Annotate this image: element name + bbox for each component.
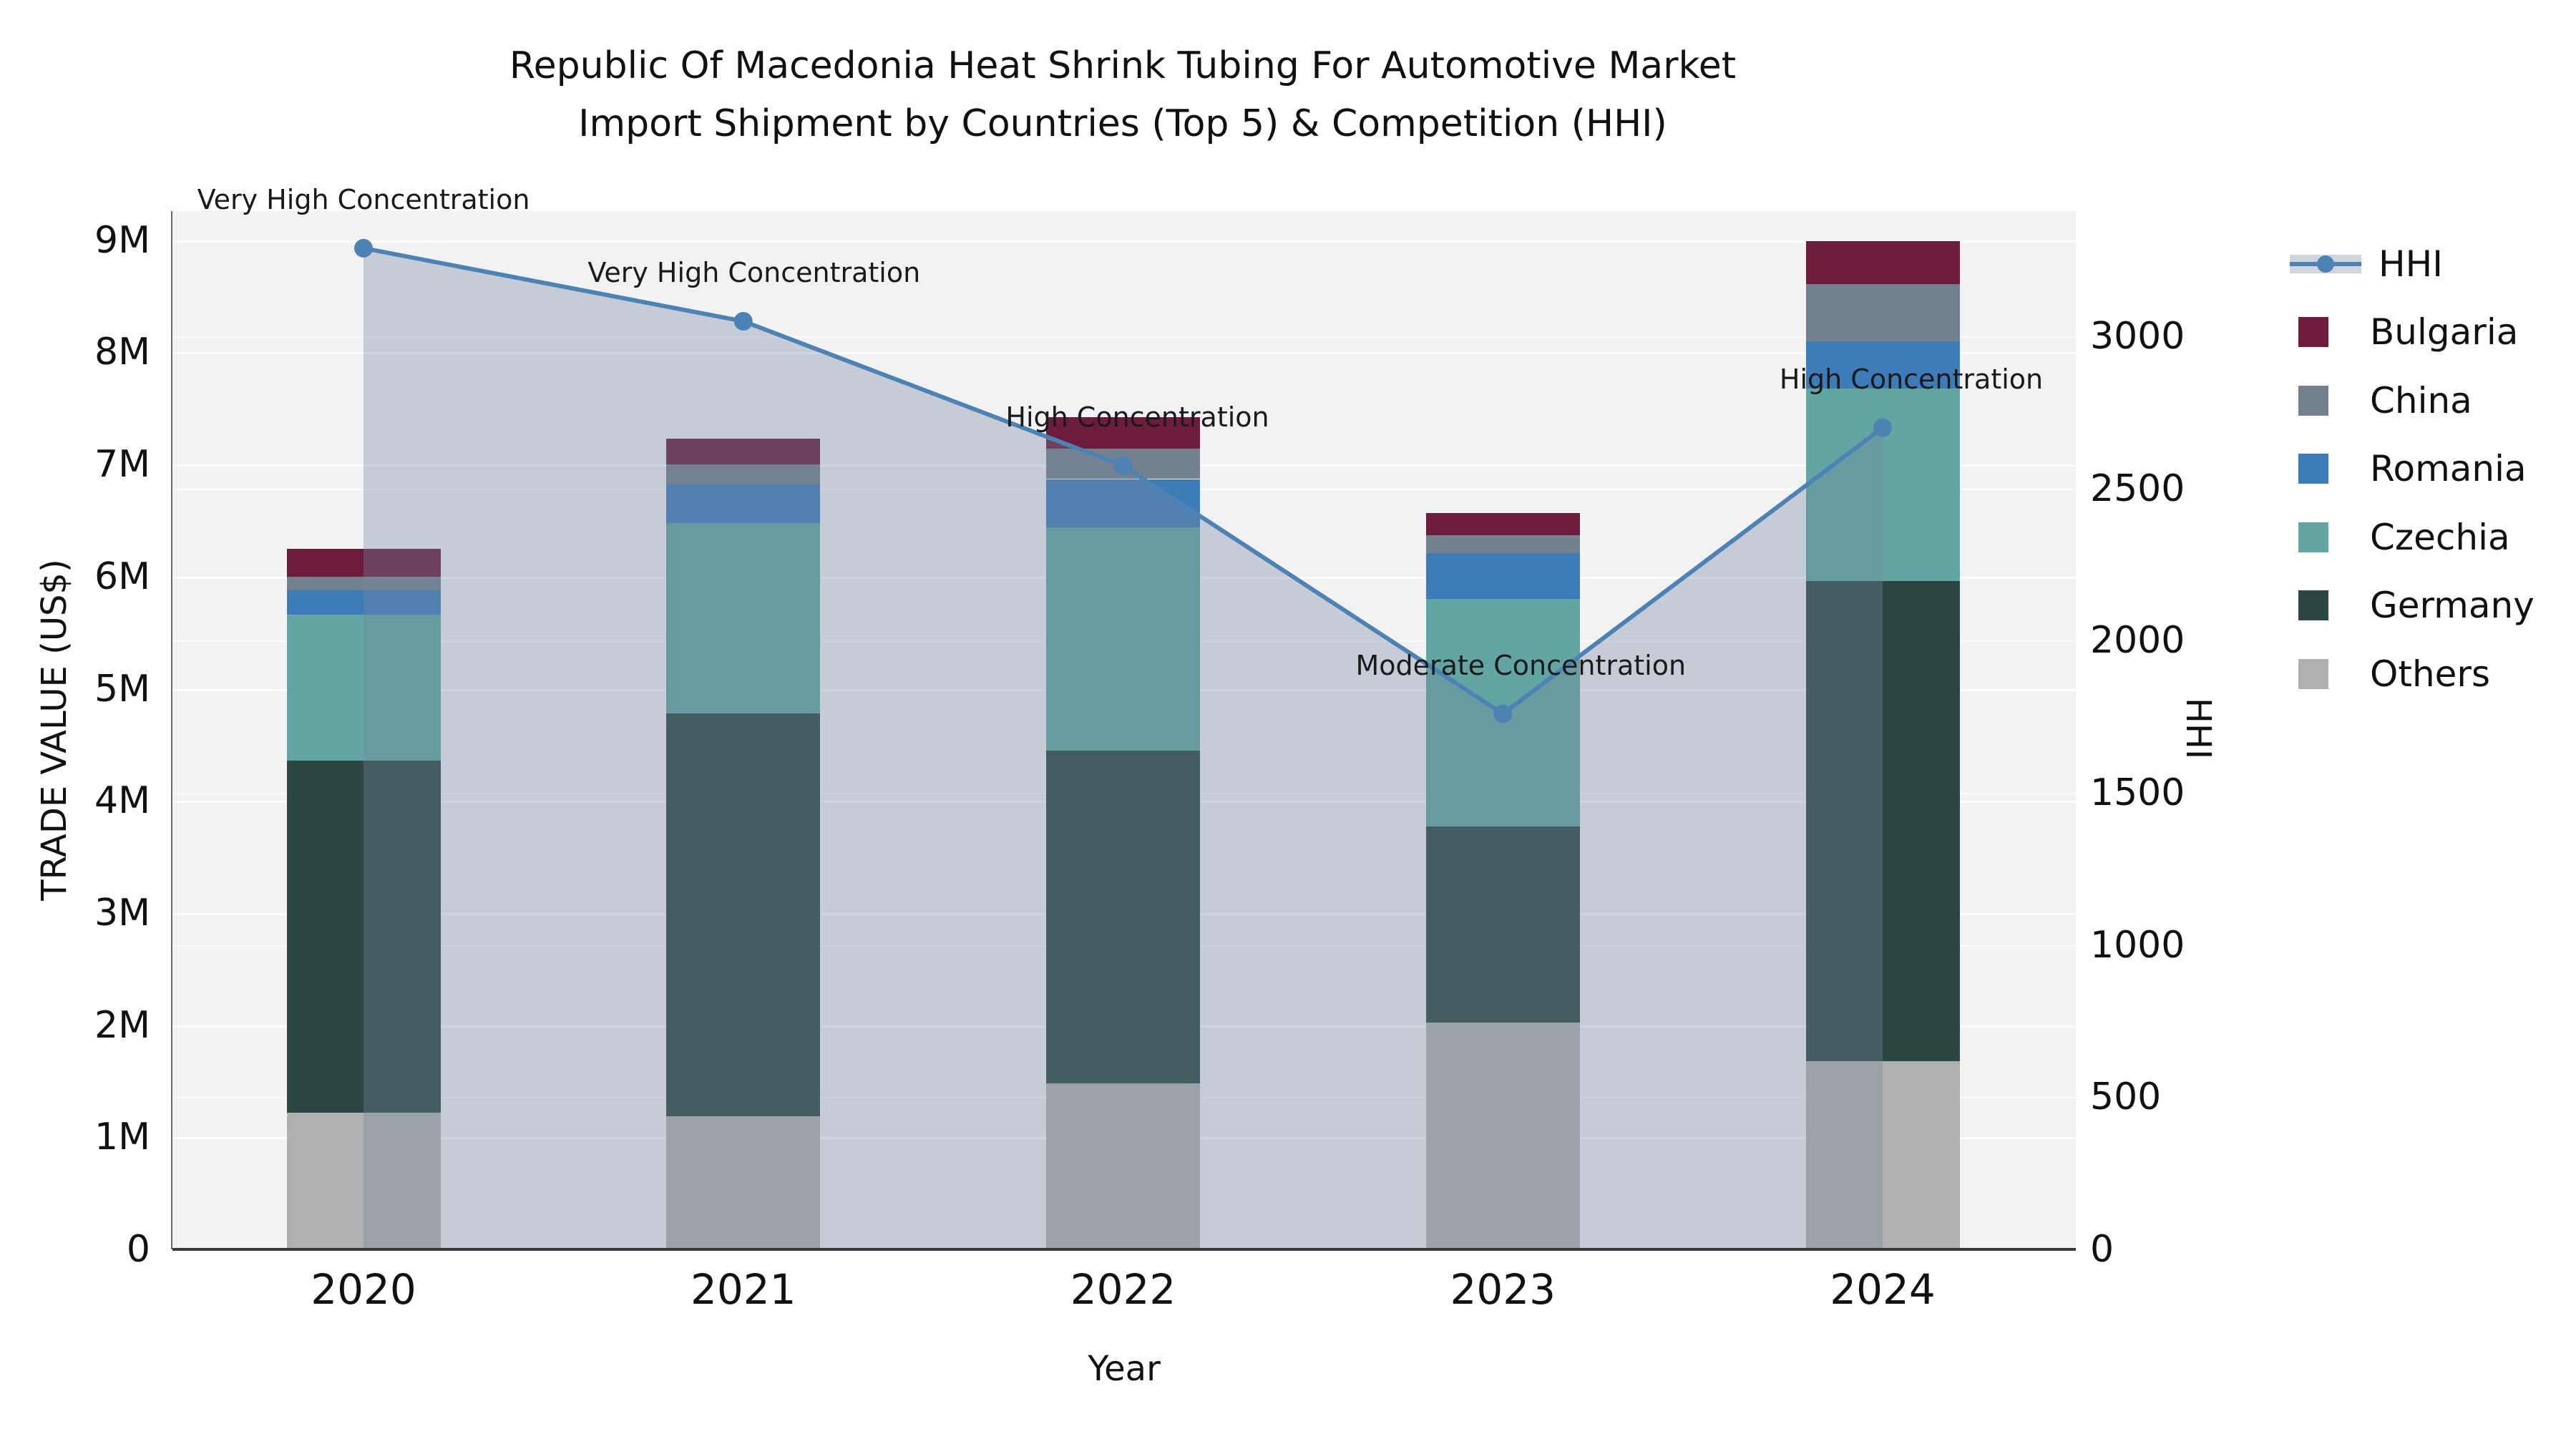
chart-title-line2: Import Shipment by Countries (Top 5) & C… bbox=[578, 102, 1667, 145]
hhi-marker-2024 bbox=[1873, 418, 1892, 437]
bar-segment-2020-germany bbox=[286, 760, 441, 1113]
x-axis-spine bbox=[172, 1248, 2076, 1251]
bar-segment-2022-others bbox=[1046, 1083, 1200, 1249]
bar-segment-2020-czechia bbox=[286, 615, 441, 761]
legend-item-bulgaria: Bulgaria bbox=[2290, 298, 2518, 366]
y-left-tick-5M: 5M bbox=[94, 667, 150, 711]
hhi-marker-2023 bbox=[1493, 704, 1513, 723]
gridline-9M bbox=[172, 240, 2076, 243]
legend-label-china: China bbox=[2370, 379, 2472, 421]
bar-segment-2021-germany bbox=[666, 713, 821, 1116]
bar-segment-2020-others bbox=[286, 1112, 441, 1249]
bar-segment-2023-china bbox=[1425, 535, 1580, 553]
x-tick-2021: 2021 bbox=[690, 1265, 796, 1314]
x-axis-title: Year bbox=[1088, 1349, 1161, 1389]
bar-segment-2023-others bbox=[1425, 1023, 1580, 1249]
bar-segment-2023-bulgaria bbox=[1425, 512, 1580, 535]
bar-segment-2022-czechia bbox=[1046, 527, 1200, 751]
bar-segment-2021-bulgaria bbox=[666, 439, 821, 465]
annotation-2023: Moderate Concentration bbox=[1355, 649, 1687, 681]
bar-segment-2021-china bbox=[666, 464, 821, 485]
bar-segment-2024-bulgaria bbox=[1805, 241, 1960, 284]
x-tick-2020: 2020 bbox=[311, 1265, 416, 1314]
legend-swatch-germany bbox=[2298, 590, 2328, 620]
y-axis-right-title: HHI bbox=[2178, 697, 2218, 760]
legend-label-romania: Romania bbox=[2370, 448, 2527, 489]
legend-swatch-others bbox=[2298, 658, 2328, 689]
y-right-tick-1500: 1500 bbox=[2090, 771, 2185, 815]
legend-item-hhi: HHI bbox=[2290, 230, 2443, 298]
y-right-tick-3000: 3000 bbox=[2090, 315, 2185, 358]
y-left-tick-4M: 4M bbox=[94, 779, 150, 823]
bar-segment-2020-china bbox=[286, 576, 441, 590]
y-right-tick-500: 500 bbox=[2090, 1075, 2162, 1119]
annotation-2024: High Concentration bbox=[1779, 363, 2044, 395]
y-left-tick-2M: 2M bbox=[94, 1003, 150, 1047]
legend-label-others: Others bbox=[2370, 653, 2491, 695]
y-left-tick-1M: 1M bbox=[94, 1116, 150, 1159]
bar-segment-2024-others bbox=[1805, 1060, 1960, 1249]
legend-swatch-bulgaria bbox=[2298, 317, 2328, 347]
y-right-tick-2000: 2000 bbox=[2090, 619, 2185, 663]
hhi-marker-2022 bbox=[1113, 456, 1133, 475]
bar-segment-2020-romania bbox=[286, 590, 441, 615]
y-left-tick-7M: 7M bbox=[94, 443, 150, 487]
x-tick-2023: 2023 bbox=[1450, 1265, 1556, 1314]
bar-segment-2024-romania bbox=[1805, 341, 1960, 389]
y-axis-left-title: TRADE VALUE (US$) bbox=[34, 559, 74, 901]
legend-label-czechia: Czechia bbox=[2370, 516, 2510, 558]
hhi-line-legend-swatch bbox=[2290, 249, 2361, 279]
legend-swatch-czechia bbox=[2298, 522, 2328, 552]
bar-segment-2024-china bbox=[1805, 283, 1960, 341]
bar-segment-2022-bulgaria bbox=[1046, 417, 1200, 449]
bar-segment-2023-germany bbox=[1425, 826, 1580, 1023]
y-left-tick-8M: 8M bbox=[94, 331, 150, 374]
x-tick-2024: 2024 bbox=[1830, 1265, 1936, 1314]
y-left-tick-3M: 3M bbox=[94, 891, 150, 935]
bar-segment-2021-czechia bbox=[666, 522, 821, 713]
legend-label-hhi: HHI bbox=[2379, 243, 2443, 285]
y-right-tick-0: 0 bbox=[2090, 1228, 2114, 1271]
y-axis-spine bbox=[171, 211, 172, 1249]
legend-item-others: Others bbox=[2290, 640, 2490, 708]
bar-segment-2023-romania bbox=[1425, 552, 1580, 600]
legend-label-bulgaria: Bulgaria bbox=[2370, 311, 2519, 353]
bar-segment-2020-bulgaria bbox=[286, 548, 441, 577]
y-right-tick-1000: 1000 bbox=[2090, 923, 2185, 967]
hhi-marker-2021 bbox=[733, 311, 753, 331]
bar-segment-2022-germany bbox=[1046, 750, 1200, 1084]
bar-segment-2021-romania bbox=[666, 484, 821, 523]
bar-segment-2021-others bbox=[666, 1116, 821, 1249]
legend-item-romania: Romania bbox=[2290, 435, 2527, 503]
annotation-2021: Very High Concentration bbox=[587, 256, 921, 288]
legend-item-china: China bbox=[2290, 366, 2472, 434]
y-left-tick-0: 0 bbox=[126, 1228, 150, 1271]
x-tick-2022: 2022 bbox=[1070, 1265, 1176, 1314]
annotation-2020: Very High Concentration bbox=[197, 183, 530, 215]
chart-title-line1: Republic Of Macedonia Heat Shrink Tubing… bbox=[509, 44, 1737, 87]
legend-swatch-romania bbox=[2298, 454, 2328, 484]
gridline-hhi-3000 bbox=[172, 336, 2076, 338]
gridline-8M bbox=[172, 352, 2076, 355]
bar-segment-2024-germany bbox=[1805, 581, 1960, 1061]
hhi-area-fill bbox=[364, 248, 1883, 1249]
legend-item-czechia: Czechia bbox=[2290, 503, 2510, 571]
legend-swatch-china bbox=[2298, 385, 2328, 416]
legend-item-germany: Germany bbox=[2290, 572, 2534, 640]
bar-segment-2022-romania bbox=[1046, 479, 1200, 527]
y-right-tick-2500: 2500 bbox=[2090, 467, 2185, 510]
legend-label-germany: Germany bbox=[2370, 585, 2534, 626]
chart-title: Republic Of Macedonia Heat Shrink Tubing… bbox=[170, 37, 2076, 152]
hhi-marker-2020 bbox=[354, 238, 373, 258]
y-left-tick-9M: 9M bbox=[94, 218, 150, 262]
y-left-tick-6M: 6M bbox=[94, 555, 150, 598]
annotation-2022: High Concentration bbox=[1005, 401, 1269, 433]
